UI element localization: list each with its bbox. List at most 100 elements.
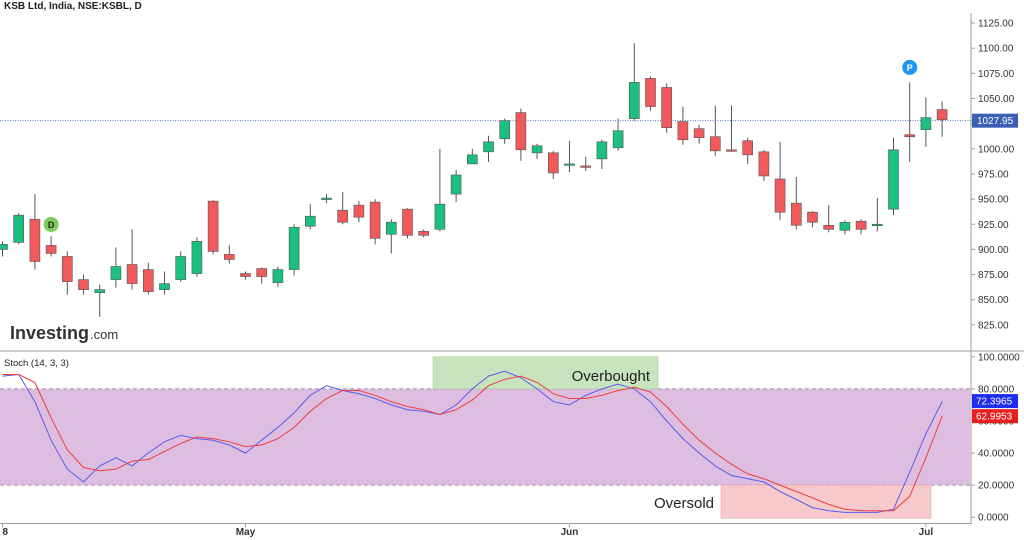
candle-13 (207, 200, 219, 255)
price-tick-label: 900.00 (978, 245, 1009, 256)
price-axis: 825.00 850.00 875.00 900.00 925.00 950.00 975.… (0, 19, 1018, 331)
time-axis: 8 May Jun Jul (2, 523, 933, 538)
candle-9 (143, 262, 154, 295)
stoch-axis: 0.000020.000040.000060.000080.0000100.00… (971, 352, 1020, 524)
candle-body (693, 128, 705, 139)
candle-body (272, 269, 284, 283)
investing-logo: Investing .com (10, 323, 118, 343)
marker-label: P (907, 63, 913, 73)
candle-body (304, 215, 316, 227)
candle-20 (321, 194, 332, 204)
candle-body (920, 117, 932, 130)
candlestick-series (0, 43, 948, 317)
investing-logo-suffix: .com (90, 327, 118, 342)
candle-15 (240, 271, 251, 280)
candle-44 (709, 105, 721, 156)
candle-18 (288, 224, 300, 276)
stoch-series-k (2, 370, 943, 513)
candle-body (758, 151, 770, 177)
time-tick-label: May (236, 527, 256, 538)
stoch-band-20-80 (0, 388, 971, 486)
candle-body (353, 204, 365, 218)
candle-4 (61, 251, 73, 295)
candle-body (175, 256, 186, 280)
candle-body (547, 152, 559, 174)
candle-38 (612, 118, 624, 151)
candle-body (726, 149, 737, 152)
candle-2 (29, 194, 41, 270)
stoch-series-d (2, 374, 943, 512)
candle-body (337, 209, 349, 223)
price-tick-label: 1125.00 (978, 19, 1014, 30)
candle-54 (871, 198, 883, 232)
candle-body (580, 165, 592, 168)
candle-55 (888, 137, 899, 216)
candle-body (224, 254, 235, 260)
d-value-label: 62.9953 (976, 412, 1013, 423)
chart-title: KSB Ltd, India, NSE:KSBL, D (4, 1, 142, 12)
price-tick-label: 850.00 (978, 295, 1009, 306)
price-tick-label: 950.00 (978, 195, 1009, 206)
candle-body (483, 141, 494, 153)
candle-body (677, 121, 689, 141)
candle-body (661, 87, 673, 128)
candle-body (499, 120, 511, 140)
stoch-tick-label: 0.0000 (978, 513, 1009, 524)
candle-32 (515, 108, 527, 161)
candle-body (450, 174, 462, 195)
candle-8 (126, 229, 138, 290)
candle-body (839, 221, 851, 231)
candle-body (596, 141, 608, 160)
candle-body (45, 245, 57, 254)
candle-14 (224, 245, 235, 264)
candle-6 (94, 284, 105, 317)
candle-body (434, 203, 446, 230)
candle-41 (661, 83, 673, 133)
candle-19 (304, 204, 316, 230)
candle-53 (855, 219, 867, 235)
overbought-zone (432, 356, 659, 390)
candle-26 (418, 229, 430, 238)
candle-21 (337, 192, 349, 225)
candle-58 (936, 101, 948, 137)
overbought-label: Overbought (572, 368, 651, 385)
candle-body (143, 269, 154, 292)
marker-label: D (48, 220, 55, 230)
candle-46 (742, 137, 754, 164)
candle-body (256, 268, 268, 277)
stochastic-series (2, 370, 943, 513)
price-tick-label: 1050.00 (978, 94, 1015, 105)
candle-43 (693, 124, 705, 144)
candle-body (531, 145, 543, 154)
candle-5 (78, 274, 89, 295)
candle-23 (369, 199, 381, 245)
candle-1 (13, 213, 24, 245)
candle-0 (0, 241, 8, 257)
time-tick-label: Jun (561, 527, 579, 538)
candle-body (288, 226, 300, 270)
event-markers: DP (43, 59, 918, 232)
price-tick-label: 825.00 (978, 320, 1009, 331)
candle-10 (159, 271, 170, 295)
last-price-tag (972, 113, 1018, 128)
d-value-tag (972, 409, 1018, 424)
candle-34 (547, 150, 559, 179)
candle-body (855, 220, 867, 230)
candle-12 (191, 237, 203, 277)
time-tick-label: 8 (3, 527, 9, 538)
candle-body (564, 163, 575, 166)
candle-body (936, 109, 948, 120)
candle-30 (483, 135, 494, 162)
candle-body (385, 221, 397, 235)
candle-51 (823, 205, 835, 233)
candle-body (645, 78, 656, 107)
stoch-tick-label: 20.0000 (978, 481, 1015, 492)
candle-39 (628, 43, 640, 121)
candle-40 (645, 76, 656, 111)
candle-body (402, 208, 413, 236)
investing-logo-text: Investing (10, 323, 89, 343)
candle-56 (904, 82, 916, 162)
k-value-tag (972, 394, 1018, 409)
stoch-background: Overbought Oversold (0, 356, 971, 519)
